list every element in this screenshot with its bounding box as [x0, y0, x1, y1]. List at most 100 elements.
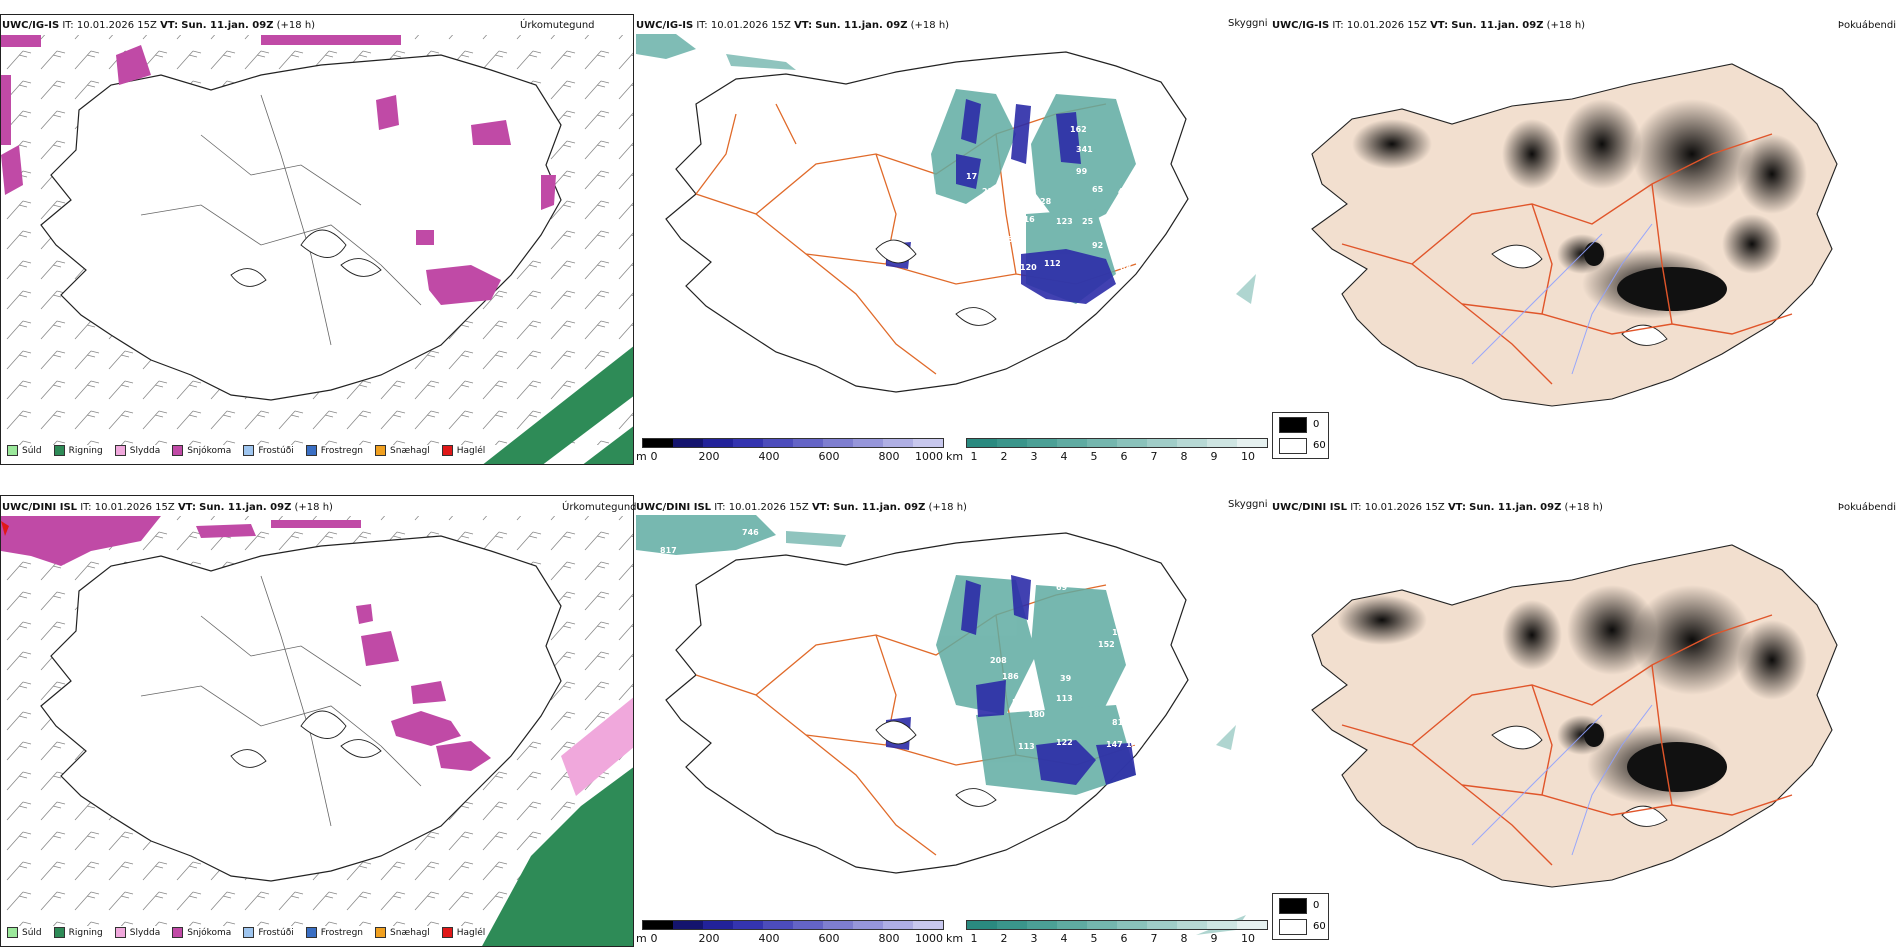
- legend-swatch: [7, 445, 18, 456]
- it-value: 10.01.2026 15Z: [710, 20, 791, 31]
- cloud-base-number: 113: [1056, 694, 1073, 703]
- legend-item: Snæhagl: [375, 927, 430, 938]
- lead-time: (+18 h): [928, 502, 967, 513]
- legend-label: Slydda: [129, 445, 161, 456]
- visibility-panel-top: 162 341 99 65 17 25 28 116 123 25 45 176…: [636, 14, 1270, 465]
- cloud-base-number: 112: [1044, 259, 1061, 268]
- legend-label: Frostúði: [258, 445, 294, 456]
- cloud-base-number: 122: [1056, 738, 1073, 747]
- cloud-base-number: 147: [1112, 628, 1129, 637]
- legend-item: Haglél: [441, 927, 485, 938]
- legend-label: Frostúði: [258, 927, 294, 938]
- legend-label: Frostregn: [320, 927, 364, 938]
- tick: 6: [1120, 450, 1128, 463]
- model-name: UWC/IG-IS: [1272, 20, 1330, 31]
- tick: 7: [1150, 932, 1158, 945]
- visibility-map-top: 162 341 99 65 17 25 28 116 123 25 45 176…: [636, 34, 1256, 393]
- cloud-base-colorbar-top: [642, 438, 944, 448]
- panel-header-top-precip: UWC/IG-IS IT: 10.01.2026 15Z VT: Sun. 11…: [2, 20, 315, 31]
- fog-label: 0: [1313, 419, 1320, 430]
- visibility-map-bottom: 746 817 69 147 152 208 186 39 57 113 180…: [636, 515, 1246, 935]
- visibility-title-bottom: Skyggni: [1228, 499, 1268, 510]
- cloud-base-number: 125: [888, 253, 905, 262]
- cloud-base-number: 120: [1020, 263, 1037, 272]
- vt-value: Sun. 11.jan. 09Z: [815, 20, 908, 31]
- cloud-base-number: 180: [1028, 710, 1045, 719]
- cloud-base-ticks-bottom: 0 200 400 600 800 1000: [642, 932, 944, 946]
- legend-swatch: [114, 445, 126, 456]
- cloud-base-number: 113: [1018, 742, 1035, 751]
- legend-swatch: [375, 445, 387, 456]
- it-value: 10.01.2026 15Z: [1346, 20, 1427, 31]
- cloud-base-number: 817: [660, 546, 677, 555]
- fog-swatch-white: [1279, 919, 1307, 935]
- tick: 1000: [915, 932, 943, 945]
- fog-swatch-black: [1279, 417, 1307, 433]
- panel-header-bottom-visibility: UWC/DINI ISL IT: 10.01.2026 15Z VT: Sun.…: [636, 502, 967, 513]
- lead-time: (+18 h): [910, 20, 950, 31]
- tick: 800: [878, 932, 900, 945]
- cloud-base-number: 69: [1056, 583, 1068, 592]
- tick: 2: [1000, 932, 1008, 945]
- legend-swatch: [53, 927, 65, 938]
- lead-time: (+18 h): [294, 502, 333, 513]
- cloud-base-number: 147: [1106, 740, 1123, 749]
- legend-item: Haglél: [441, 445, 485, 456]
- legend-item: Slydda: [114, 927, 161, 938]
- vt-value: Sun. 11.jan. 09Z: [833, 502, 926, 513]
- legend-label: Súld: [22, 445, 42, 456]
- tick: 10: [1241, 450, 1255, 463]
- cloud-base-number: 109: [888, 730, 905, 739]
- legend-swatch: [305, 445, 317, 456]
- legend-swatch: [172, 927, 184, 938]
- vt-value: Sun. 11.jan. 09Z: [199, 502, 292, 513]
- legend-label: Súld: [22, 927, 42, 938]
- precip-legend-bottom: Súld Rigning Slydda Snjókoma Frostúði Fr…: [7, 927, 485, 938]
- cloud-base-number: 176: [996, 235, 1013, 244]
- fog-swatch-black: [1279, 898, 1307, 914]
- it-value: 10.01.2026 15Z: [94, 502, 175, 513]
- fog-legend-top: 0 60: [1272, 412, 1329, 459]
- legend-swatch: [114, 927, 126, 938]
- vt-value: Sun. 11.jan. 09Z: [181, 20, 274, 31]
- vt-label: VT:: [811, 502, 830, 513]
- legend-item: Frostúði: [243, 927, 294, 938]
- panel-header-top-visibility: UWC/IG-IS IT: 10.01.2026 15Z VT: Sun. 11…: [636, 20, 949, 31]
- fog-panel-bottom: 0 60: [1272, 495, 1900, 947]
- cloud-base-number: 186: [1002, 672, 1019, 681]
- panel-header-bottom-precip: UWC/DINI ISL IT: 10.01.2026 15Z VT: Sun.…: [2, 502, 333, 513]
- it-value: 10.01.2026 15Z: [76, 20, 157, 31]
- cloud-base-number: 18: [1148, 152, 1160, 161]
- legend-item: Snjókoma: [172, 927, 231, 938]
- fog-label: 60: [1313, 440, 1326, 451]
- legend-label: Rigning: [68, 927, 103, 938]
- tick: 9: [1210, 932, 1218, 945]
- cloud-base-number: 130: [1126, 740, 1143, 749]
- model-name: UWC/IG-IS: [2, 20, 60, 31]
- legend-swatch: [53, 445, 65, 456]
- cloud-base-number: 81: [1112, 718, 1124, 727]
- tick: 4: [1060, 932, 1068, 945]
- fog-legend-bottom: 0 60: [1272, 893, 1329, 940]
- legend-swatch: [243, 927, 255, 938]
- visibility-title-top: Skyggni: [1228, 18, 1268, 29]
- legend-swatch: [441, 445, 453, 456]
- it-value: 10.01.2026 15Z: [1364, 502, 1445, 513]
- legend-label: Slydda: [129, 927, 161, 938]
- tick: 5: [1090, 450, 1098, 463]
- tick: 600: [818, 450, 840, 463]
- cloud-base-number: 88: [1120, 263, 1132, 272]
- visibility-panel-bottom: 746 817 69 147 152 208 186 39 57 113 180…: [636, 495, 1270, 947]
- legend-swatch: [243, 445, 255, 456]
- cloud-base-number: 45: [1118, 187, 1130, 196]
- cloud-base-number: 92: [1092, 241, 1103, 250]
- precip-legend-top: Súld Rigning Slydda Snjókoma Frostúði Fr…: [7, 445, 485, 456]
- legend-label: Snæhagl: [390, 927, 430, 938]
- cloud-base-number: 65: [1092, 185, 1104, 194]
- vt-label: VT:: [1430, 20, 1449, 31]
- visibility-ticks-bottom: 1 2 3 4 5 6 7 8 9 10: [966, 932, 1266, 946]
- model-name: UWC/IG-IS: [636, 20, 694, 31]
- visibility-colorbar-top: [966, 438, 1268, 448]
- fog-map-top: [1311, 63, 1838, 407]
- cloud-base-number: 25: [982, 187, 994, 196]
